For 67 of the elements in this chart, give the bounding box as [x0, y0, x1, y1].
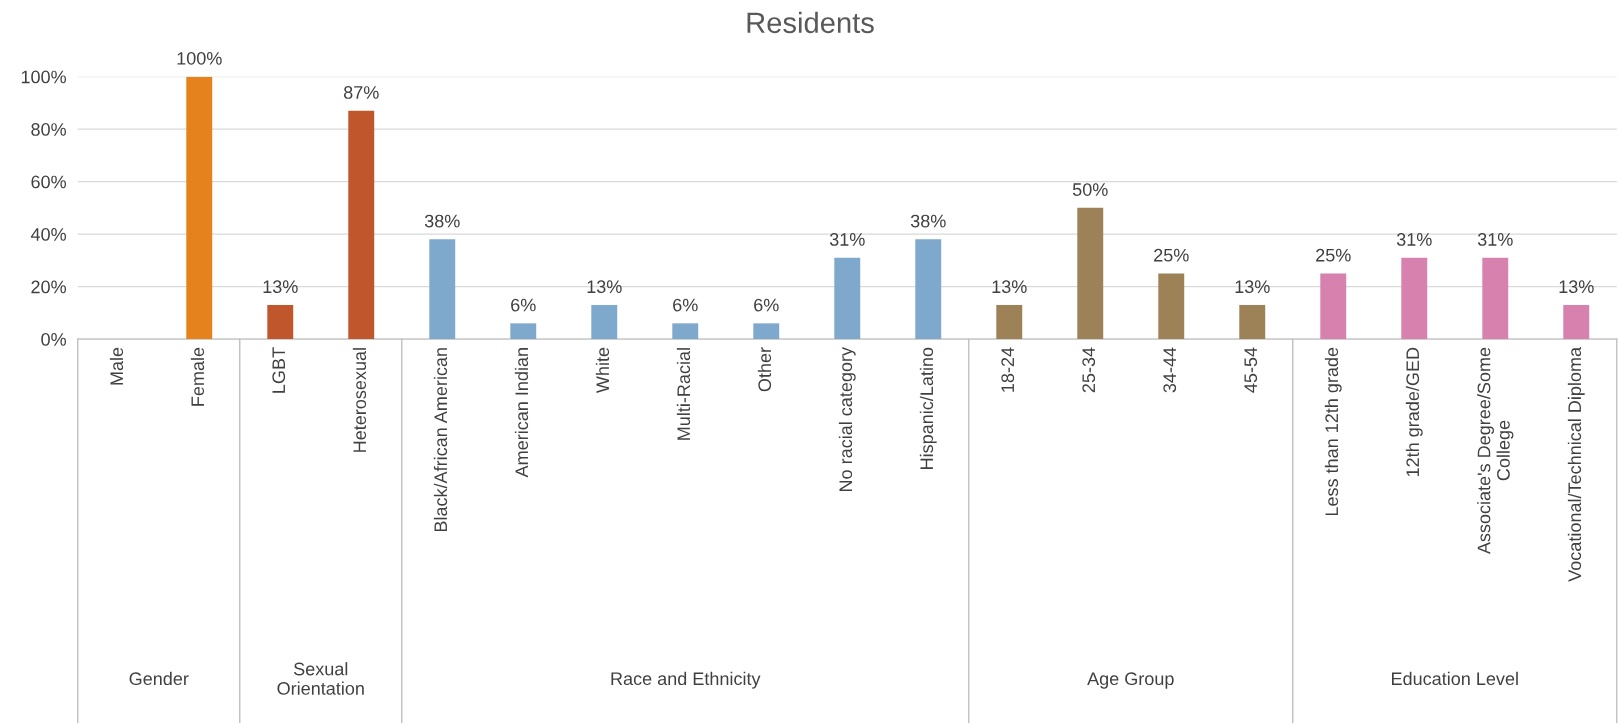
x-tick-label: Male — [109, 347, 124, 385]
y-tick-label: 60% — [31, 175, 67, 189]
x-tick-label: 12th grade/GED — [1405, 347, 1423, 477]
data-label: 6% — [511, 298, 536, 312]
text: Age Group — [1087, 672, 1174, 689]
x-tick-label: LGBT — [272, 347, 286, 393]
bar — [672, 323, 699, 340]
y-tick-label: 100% — [21, 70, 67, 84]
x-tick-label: No racial category — [838, 346, 856, 491]
bar — [510, 323, 537, 340]
data-label: 6% — [673, 298, 698, 312]
bar — [1482, 257, 1509, 340]
x-tick-label: Female — [190, 347, 205, 406]
text: Gender — [129, 671, 189, 686]
bar — [1077, 207, 1104, 340]
x-tick-label: Heterosexual — [352, 348, 367, 452]
data-label: 13% — [992, 280, 1027, 294]
text: Sexual Orientation — [277, 662, 364, 695]
text: Education Level — [1392, 671, 1518, 686]
data-label: 87% — [343, 86, 379, 99]
data-label: 13% — [263, 280, 298, 294]
data-label: 50% — [1072, 183, 1108, 196]
data-label: 13% — [1559, 280, 1594, 294]
data-label: 31% — [1396, 233, 1432, 246]
text: Race and Ethnicity — [611, 671, 761, 689]
data-label: 6% — [754, 298, 779, 312]
x-tick-label: Black/African American — [433, 348, 448, 532]
data-label: 100% — [177, 51, 222, 65]
bar — [1158, 273, 1185, 340]
data-label: 13% — [1235, 280, 1270, 294]
bar — [996, 304, 1023, 340]
data-label: 38% — [910, 214, 946, 228]
bar — [186, 76, 213, 340]
data-label: 31% — [829, 233, 865, 246]
y-tick-label: 40% — [30, 228, 67, 241]
data-label: 25% — [1316, 248, 1351, 262]
y-tick-label: 20% — [31, 280, 67, 294]
bar — [1320, 273, 1347, 340]
chart-title: Residents — [747, 11, 874, 34]
x-tick-label: 25-34 — [1082, 347, 1096, 393]
bar — [267, 304, 294, 340]
bar — [834, 257, 861, 340]
x-tick-label: White — [595, 347, 610, 394]
data-label: 25% — [1154, 248, 1189, 262]
bar — [1239, 304, 1266, 340]
bar — [1563, 304, 1590, 340]
bar — [1401, 257, 1428, 340]
x-tick-label: Hispanic/Latino — [919, 347, 937, 469]
bar — [348, 110, 375, 340]
x-tick-label: American Indian — [514, 348, 529, 478]
data-label: 31% — [1477, 233, 1513, 246]
data-label: 38% — [424, 214, 460, 228]
bar — [591, 304, 618, 340]
y-tick-label: 0% — [41, 333, 67, 346]
x-tick-label: 34-44 — [1163, 347, 1177, 393]
x-tick-label: Multi-Racial — [676, 348, 691, 440]
data-label: 13% — [587, 280, 622, 294]
x-tick-label: Other — [757, 347, 772, 392]
bar — [915, 239, 942, 340]
x-tick-label: Associate's Degree/Some College — [1477, 347, 1514, 555]
bar — [753, 323, 780, 340]
x-tick-label: 45-54 — [1244, 347, 1258, 393]
x-tick-label: Less than 12th grade — [1324, 347, 1342, 516]
x-tick-label: Vocational/Technical Diploma — [1567, 346, 1585, 582]
bar — [429, 239, 456, 340]
y-tick-label: 80% — [31, 123, 67, 136]
x-tick-label: 18-24 — [1001, 347, 1015, 392]
